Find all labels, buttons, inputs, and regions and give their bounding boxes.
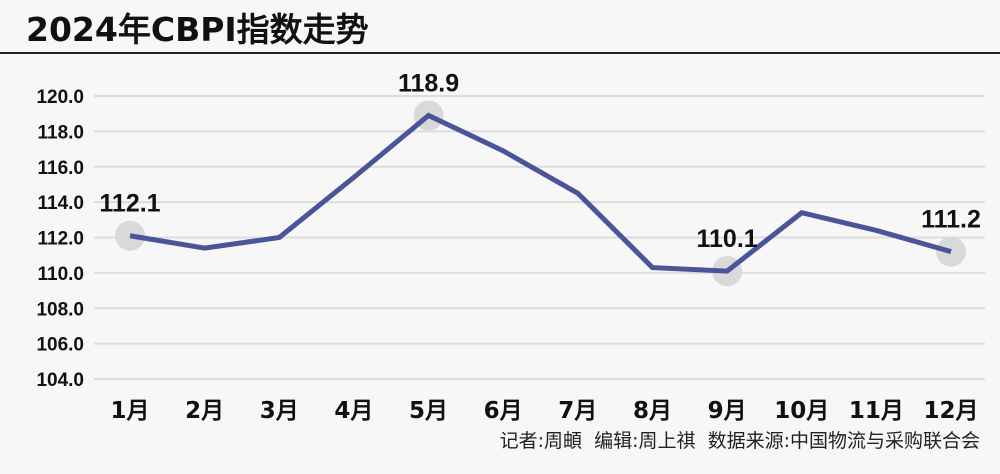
x-tick-label: 11月 (849, 398, 904, 424)
x-tick-label: 7月 (558, 398, 597, 424)
x-tick-label: 8月 (633, 398, 672, 424)
data-label: 110.1 (696, 225, 757, 253)
chart-title: 2024年CBPI指数走势 (26, 10, 369, 49)
x-tick-label: 3月 (260, 398, 299, 424)
x-tick-label: 1月 (110, 398, 149, 424)
gridlines (94, 95, 985, 380)
data-label: 111.2 (921, 206, 981, 234)
x-tick-label: 6月 (484, 398, 523, 424)
data-label: 118.9 (398, 69, 459, 97)
y-tick-label: 112.0 (38, 229, 85, 250)
x-tick-label: 12月 (923, 398, 978, 424)
x-axis-ticks: 1月 2月 3月 4月 5月 6月 7月 8月 9月 10月 11月 12月 (110, 398, 978, 424)
y-tick-label: 106.0 (36, 335, 84, 356)
data-labels: 112.1 118.9 110.1 111.2 (99, 69, 981, 253)
highlight-markers (115, 100, 966, 287)
y-tick-label: 108.0 (36, 299, 84, 320)
y-tick-label: 114.0 (38, 193, 85, 214)
y-axis-ticks: 104.0 106.0 108.0 110.0 112.0 114.0 116.0 118.0… (36, 87, 84, 391)
y-tick-label: 104.0 (36, 370, 84, 391)
y-tick-label: 118.0 (38, 122, 85, 143)
x-tick-label: 10月 (774, 398, 829, 424)
x-tick-label: 9月 (708, 398, 747, 424)
y-tick-label: 110.0 (38, 264, 85, 285)
x-tick-label: 4月 (334, 398, 373, 424)
y-tick-label: 116.0 (38, 158, 85, 179)
credits-source: 记者:周頔 编辑:周上祺 数据来源:中国物流与采购联合会 (499, 430, 980, 452)
cbpi-series-line (129, 112, 952, 274)
x-tick-label: 2月 (185, 398, 224, 424)
y-tick-label: 120.0 (36, 87, 84, 108)
title-divider (0, 52, 1000, 54)
x-tick-label: 5月 (409, 398, 448, 424)
data-label: 112.1 (99, 190, 160, 218)
